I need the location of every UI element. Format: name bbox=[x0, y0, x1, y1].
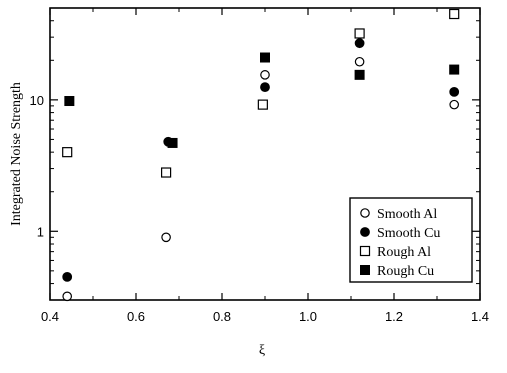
legend-label-smooth-al: Smooth Al bbox=[377, 207, 437, 222]
point-smooth-al bbox=[449, 99, 459, 110]
point-rough-cu bbox=[354, 69, 365, 80]
point-rough-al bbox=[449, 8, 460, 20]
legend-label-smooth-cu: Smooth Cu bbox=[377, 226, 440, 241]
point-rough-al bbox=[161, 167, 172, 178]
point-rough-al bbox=[62, 147, 73, 158]
x-tick-label: 1.2 bbox=[385, 309, 403, 324]
point-smooth-cu bbox=[260, 82, 270, 93]
point-smooth-al bbox=[161, 232, 171, 243]
point-smooth-al bbox=[260, 70, 270, 80]
y-tick-label: 10 bbox=[30, 93, 44, 108]
x-tick-label: 1.4 bbox=[471, 309, 489, 324]
point-smooth-al bbox=[354, 56, 365, 67]
legend-box bbox=[349, 197, 473, 283]
legend-label-rough-al: Rough Al bbox=[377, 245, 431, 260]
legend-marker-rough-cu bbox=[360, 265, 370, 275]
legend-marker-smooth-al bbox=[360, 208, 370, 218]
x-tick-label: 0.8 bbox=[213, 309, 231, 324]
point-rough-cu bbox=[449, 64, 460, 75]
point-smooth-al bbox=[62, 291, 72, 302]
data-points bbox=[62, 8, 460, 302]
x-tick-label: 1.0 bbox=[299, 309, 317, 324]
legend: Smooth Al Smooth Cu Rough Al Rough Cu bbox=[349, 197, 473, 283]
point-smooth-cu bbox=[354, 38, 365, 49]
legend-marker-rough-al bbox=[359, 245, 371, 257]
legend-label-rough-cu: Rough Cu bbox=[377, 264, 434, 279]
x-axis-label: ξ bbox=[259, 343, 265, 358]
point-smooth-cu bbox=[449, 86, 460, 97]
x-tick-label: 0.6 bbox=[127, 309, 145, 324]
legend-marker-smooth-cu bbox=[360, 227, 370, 237]
x-axis: 0.4 0.6 0.8 1.0 1.2 1.4 bbox=[41, 8, 489, 324]
point-rough-cu bbox=[260, 52, 270, 63]
y-axis: 1 10 bbox=[30, 20, 480, 301]
y-tick-label: 1 bbox=[37, 224, 44, 239]
y-axis-label: Integrated Noise Strength bbox=[9, 82, 24, 226]
point-rough-al bbox=[354, 28, 365, 39]
point-rough-al bbox=[257, 99, 268, 110]
point-rough-cu bbox=[167, 137, 178, 148]
point-rough-cu bbox=[64, 96, 75, 107]
point-smooth-cu bbox=[62, 271, 73, 282]
x-tick-label: 0.4 bbox=[41, 309, 59, 324]
